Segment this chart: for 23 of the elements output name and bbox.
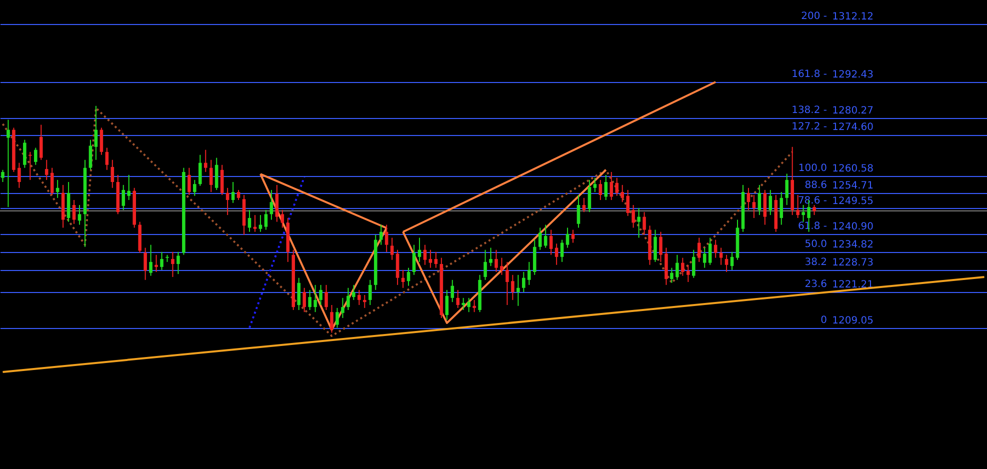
y-tick-label: 1274.60	[832, 122, 874, 134]
y-tick-label: 1260.58	[832, 163, 874, 174]
annotation: 88.6	[804, 180, 827, 192]
y-tick-label: 1228.73	[832, 257, 874, 268]
annotation: 23.6	[804, 278, 827, 290]
annotation: 38.2	[804, 256, 827, 268]
annotation: 50.0	[804, 238, 827, 250]
y-tick-label: 1280.27	[832, 105, 874, 116]
y-tick-label: 1249.55	[832, 196, 874, 207]
annotation: 200 -	[801, 10, 828, 22]
y-tick-label: 1240.90	[832, 221, 874, 232]
y-tick-label: 1254.71	[832, 180, 874, 192]
annotation: 78.6 -	[798, 195, 828, 206]
y-tick-label: 1209.05	[832, 315, 874, 326]
annotation: 127.2 -	[792, 122, 828, 133]
annotation: 0	[820, 314, 827, 326]
y-tick-label: 1312.12	[832, 11, 874, 22]
y-tick-label: 1234.82	[832, 239, 874, 250]
y-tick-label: 1221.21	[832, 279, 874, 290]
annotation: 161.8 -	[792, 68, 828, 80]
y-tick-label: 1292.43	[832, 69, 874, 80]
annotation: 100.0	[798, 162, 827, 174]
annotation: 138.2 -	[792, 104, 828, 116]
